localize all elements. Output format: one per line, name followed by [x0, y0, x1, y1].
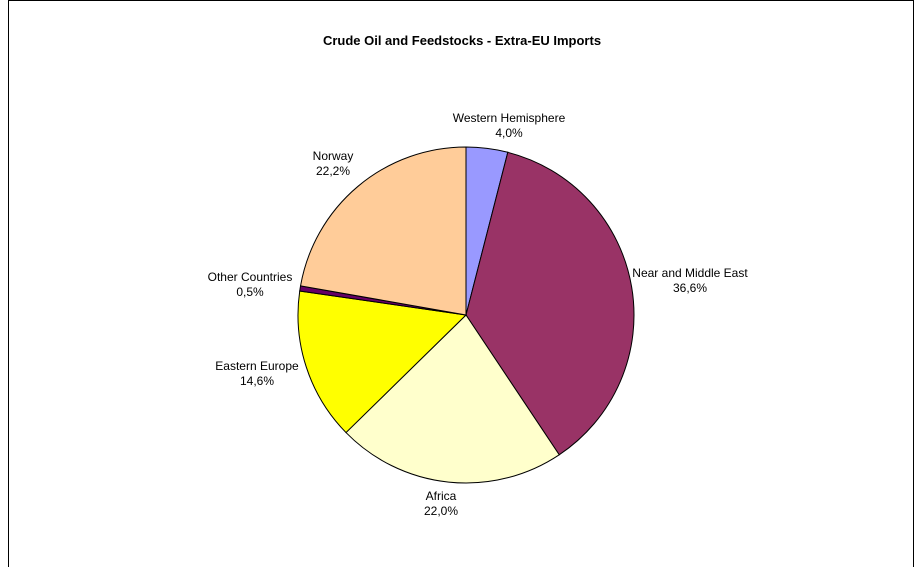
pie-slice-near-and-middle-east [465, 151, 635, 456]
slice-label-western-hemisphere: Western Hemisphere 4,0% [453, 111, 566, 140]
slice-label-eastern-europe: Eastern Europe 14,6% [215, 359, 299, 388]
pie-slice-eastern-europe [297, 290, 468, 434]
pie-slice-africa [345, 314, 560, 484]
slice-label-africa: Africa 22,0% [424, 489, 458, 518]
slice-label-near-and-middle-east: Near and Middle East 36,6% [632, 266, 748, 295]
pie-slice-norway [299, 146, 467, 316]
slice-label-norway: Norway 22,2% [313, 149, 354, 178]
slice-label-other-countries: Other Countries 0,5% [208, 270, 293, 299]
chart-title: Crude Oil and Feedstocks - Extra-EU Impo… [322, 33, 602, 48]
